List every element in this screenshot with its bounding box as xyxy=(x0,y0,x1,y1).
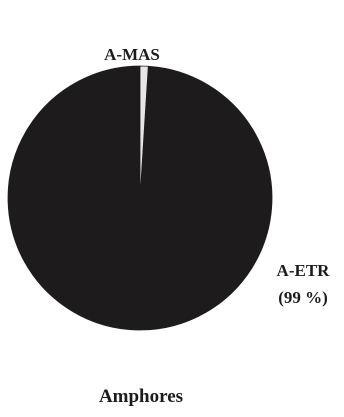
slice-label-a-etr: A-ETR xyxy=(277,261,331,280)
pie-slice-a-mas xyxy=(139,65,149,199)
pie-slices xyxy=(7,65,273,331)
slice-value-label-a-etr: (99 %) xyxy=(278,288,328,307)
slice-label-a-mas: A-MAS xyxy=(104,45,160,64)
chart-title: Amphores xyxy=(99,386,183,407)
